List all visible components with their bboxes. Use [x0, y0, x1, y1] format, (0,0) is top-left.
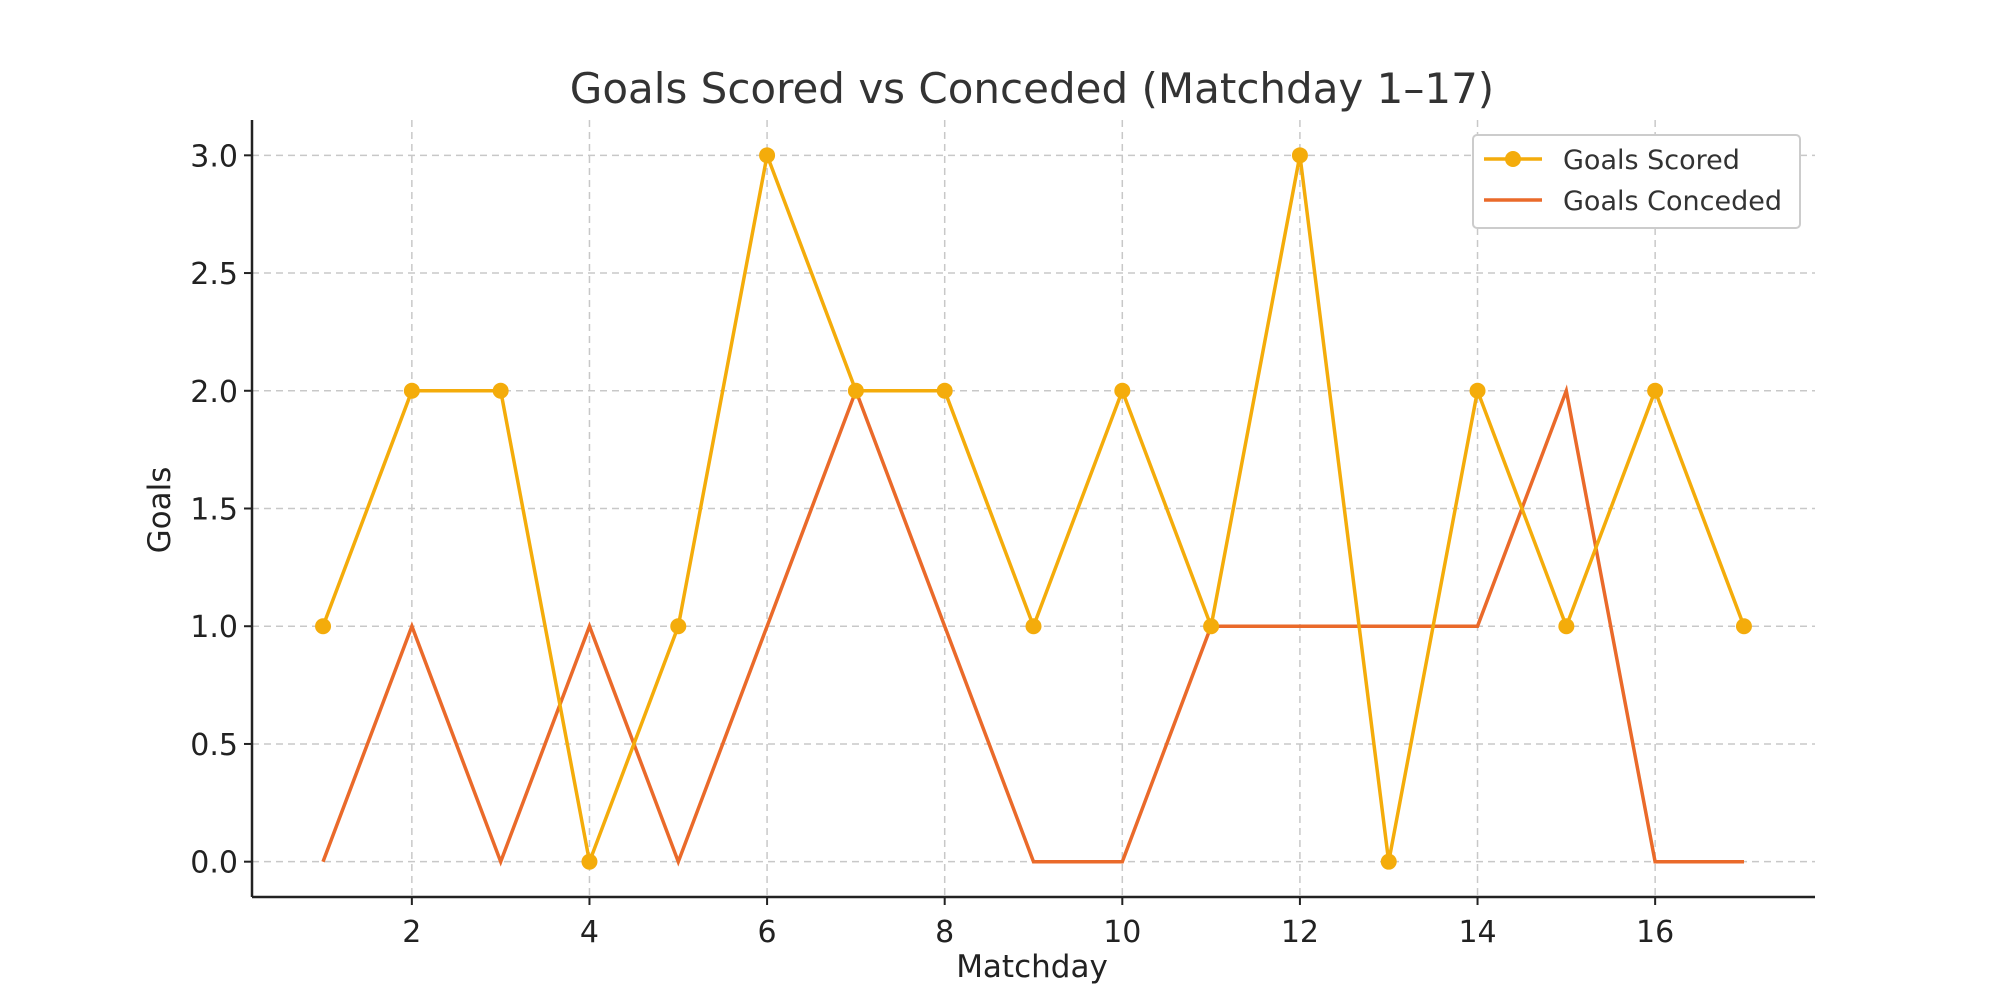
- x-tick-label: 8: [935, 915, 954, 950]
- data-point-goals-scored: [1291, 147, 1308, 164]
- legend-marker-goals-scored: [1505, 151, 1521, 167]
- data-point-goals-scored: [1380, 853, 1397, 870]
- data-point-goals-scored: [1469, 382, 1486, 399]
- series-layer: [315, 147, 1752, 870]
- data-point-goals-scored: [1735, 618, 1752, 635]
- x-tick-label: 12: [1281, 915, 1319, 950]
- chart-title: Goals Scored vs Conceded (Matchday 1–17): [570, 64, 1494, 113]
- x-tick-label: 10: [1103, 915, 1141, 950]
- data-point-goals-scored: [670, 618, 687, 635]
- y-tick-label: 0.0: [190, 846, 238, 881]
- x-tick-label: 2: [402, 915, 421, 950]
- y-tick-label: 0.5: [190, 728, 238, 763]
- y-axis-label: Goals: [142, 467, 178, 554]
- data-point-goals-scored: [1647, 382, 1664, 399]
- legend-label-goals-conceded: Goals Conceded: [1563, 186, 1782, 217]
- y-tick-label: 3.0: [190, 139, 238, 174]
- x-tick-label: 14: [1458, 915, 1496, 950]
- legend: Goals Scored Goals Conceded: [1472, 134, 1801, 229]
- y-tick-label: 2.0: [190, 375, 238, 410]
- y-tick-label: 2.5: [190, 257, 238, 292]
- x-axis-label: Matchday: [956, 949, 1108, 985]
- data-point-goals-scored: [492, 382, 509, 399]
- data-point-goals-scored: [759, 147, 776, 164]
- y-tick-label: 1.5: [190, 493, 238, 528]
- legend-label-goals-scored: Goals Scored: [1563, 145, 1740, 176]
- x-tick-label: 6: [758, 915, 777, 950]
- data-point-goals-scored: [581, 853, 598, 870]
- data-point-goals-scored: [1203, 618, 1220, 635]
- data-point-goals-scored: [1025, 618, 1042, 635]
- data-point-goals-scored: [847, 382, 864, 399]
- data-point-goals-scored: [315, 618, 332, 635]
- data-point-goals-scored: [1114, 382, 1131, 399]
- data-point-goals-scored: [1558, 618, 1575, 635]
- y-axis-ticks: 0.0 0.5 1.0 1.5 2.0 2.5 3.0: [190, 139, 252, 881]
- y-tick-label: 1.0: [190, 610, 238, 645]
- x-tick-label: 16: [1636, 915, 1674, 950]
- x-tick-label: 4: [580, 915, 599, 950]
- data-point-goals-scored: [936, 382, 953, 399]
- data-point-goals-scored: [403, 382, 420, 399]
- grid-lines: [252, 120, 1815, 897]
- legend-box: [1472, 134, 1801, 229]
- x-axis-ticks: 2 4 6 8 10 12 14 16: [402, 897, 1674, 950]
